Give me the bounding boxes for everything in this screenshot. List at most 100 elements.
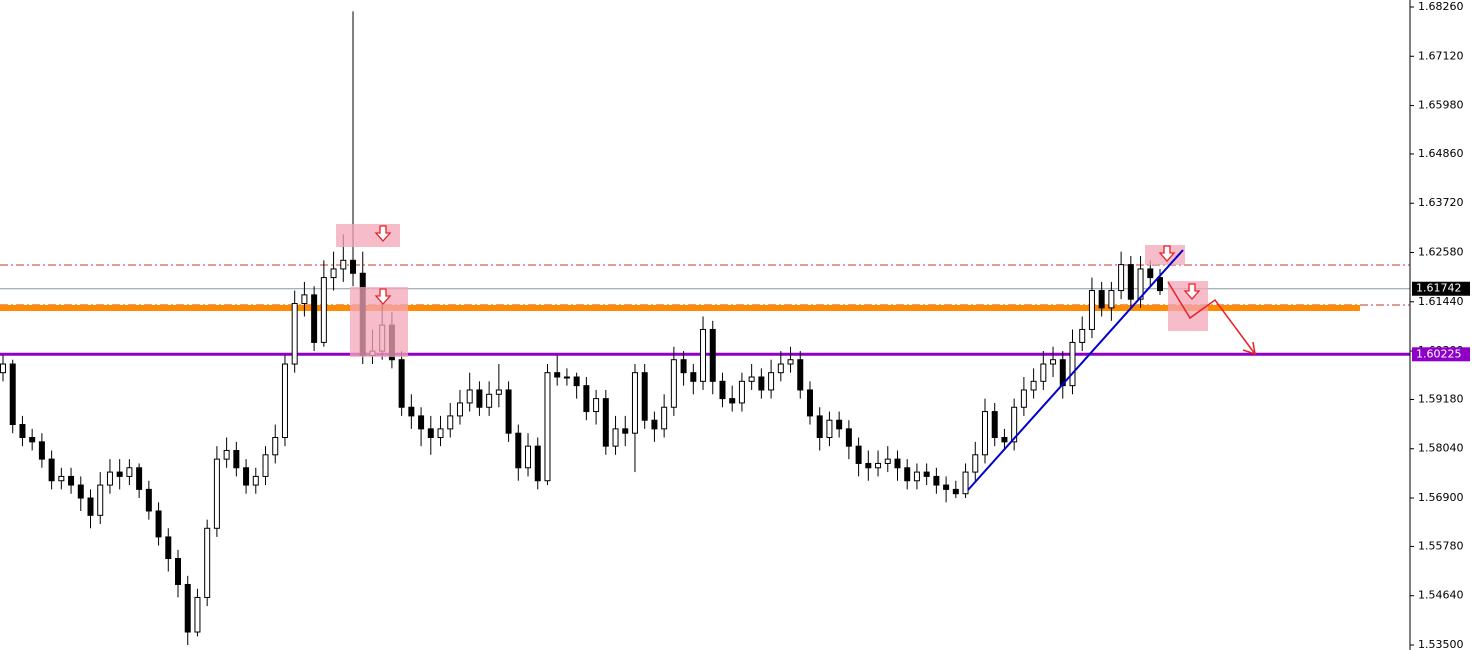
candle-body (48, 458, 55, 482)
trend-line (967, 249, 1184, 491)
candle-body (1118, 264, 1125, 292)
candle-body (826, 419, 833, 439)
candle-body (991, 411, 998, 439)
candle-body (184, 583, 191, 633)
candle-body (631, 372, 638, 434)
candle-body (126, 467, 133, 477)
candle-body (768, 372, 775, 391)
candle-body (1108, 290, 1115, 309)
candle-body (272, 437, 279, 456)
down-arrow-icon (1158, 245, 1176, 262)
candle-body (243, 467, 250, 486)
candle-body (340, 259, 347, 270)
candle-body (495, 389, 502, 395)
y-tick-label: 1.67120 (1418, 49, 1464, 62)
candle-body (1137, 268, 1144, 300)
y-tick-label: 1.54640 (1418, 589, 1464, 602)
down-arrow-icon (374, 225, 392, 242)
candle-body (515, 432, 522, 469)
candle-body (602, 398, 609, 447)
candle-body (972, 454, 979, 473)
candles (0, 11, 1163, 645)
y-tick-label: 1.56900 (1418, 491, 1464, 504)
candle-body (77, 484, 84, 499)
candle-body (748, 376, 755, 382)
candle-body (758, 376, 765, 391)
candle-body (884, 458, 891, 464)
candle-body (845, 428, 852, 447)
candle-body (904, 467, 911, 482)
candle-body (1079, 328, 1086, 343)
y-tick-label: 1.61440 (1418, 295, 1464, 308)
y-axis-ticks: 1.68260 1.67120 1.65980 1.64860 1.63720 1.625… (1410, 0, 1464, 650)
candle-body (1020, 389, 1027, 408)
candle-body (1050, 359, 1057, 365)
price-label: 1.60225 (1416, 347, 1462, 360)
y-tick-label: 1.55780 (1418, 539, 1464, 552)
y-tick-label: 1.64860 (1418, 147, 1464, 160)
candle-body (456, 402, 463, 417)
candle-body (155, 510, 162, 538)
candle-body (223, 449, 230, 460)
candle-body (923, 471, 930, 477)
candle-body (29, 437, 36, 443)
candle-body (447, 415, 454, 430)
candle-body (583, 385, 590, 413)
candle-body (622, 428, 629, 434)
candle-body (709, 328, 716, 382)
candle-body (525, 445, 532, 469)
candle-body (204, 527, 211, 598)
candle-body (408, 406, 415, 417)
candle-body (1030, 380, 1037, 391)
candle-body (1127, 264, 1134, 300)
candle-body (1069, 341, 1076, 387)
candle-body (933, 475, 940, 486)
candle-body (291, 303, 298, 365)
candle-body (1001, 437, 1008, 443)
candle-body (680, 359, 687, 374)
candle-body (486, 393, 493, 408)
down-arrow-icon (1183, 283, 1201, 300)
candle-body (913, 471, 920, 482)
candle-body (690, 372, 697, 382)
candle-body (865, 462, 872, 469)
candle-body (981, 411, 988, 456)
candle-body (534, 445, 541, 482)
y-tick-label: 1.59180 (1418, 392, 1464, 405)
price-label: 1.61742 (1416, 282, 1462, 295)
y-tick-label: 1.68260 (1418, 0, 1464, 13)
candle-body (612, 428, 619, 447)
down-arrow-icon (374, 288, 392, 305)
candle-body (943, 484, 950, 490)
price-labels: 1.61742 1.60225 (1412, 281, 1470, 362)
price-label-box (1412, 281, 1470, 296)
candle-body (175, 558, 182, 585)
annotations (336, 224, 1256, 491)
candle-body (19, 424, 26, 439)
candle-body (427, 428, 434, 439)
candle-body (398, 359, 405, 408)
candle-body (797, 359, 804, 391)
candle-body (87, 497, 94, 516)
projection-arrow (1167, 281, 1256, 355)
y-tick-label: 1.53500 (1418, 638, 1464, 650)
candle-body (554, 372, 561, 378)
candle-body (962, 471, 969, 495)
candle-body (806, 389, 813, 417)
candle-body (573, 376, 580, 387)
candle-body (262, 454, 269, 477)
candle-body (418, 415, 425, 430)
y-tick-label: 1.62580 (1418, 246, 1464, 259)
y-tick-label: 1.65980 (1418, 99, 1464, 112)
candle-body (301, 294, 308, 305)
candle-body (836, 419, 843, 430)
candle-body (952, 488, 959, 495)
candle-body (1040, 363, 1047, 382)
candle-body (0, 363, 6, 374)
candle-body (68, 475, 75, 486)
candle-body (563, 376, 570, 379)
candle-body (252, 475, 259, 486)
candle-body (1147, 268, 1154, 279)
candle-body (816, 415, 823, 439)
candle-body (787, 359, 794, 365)
